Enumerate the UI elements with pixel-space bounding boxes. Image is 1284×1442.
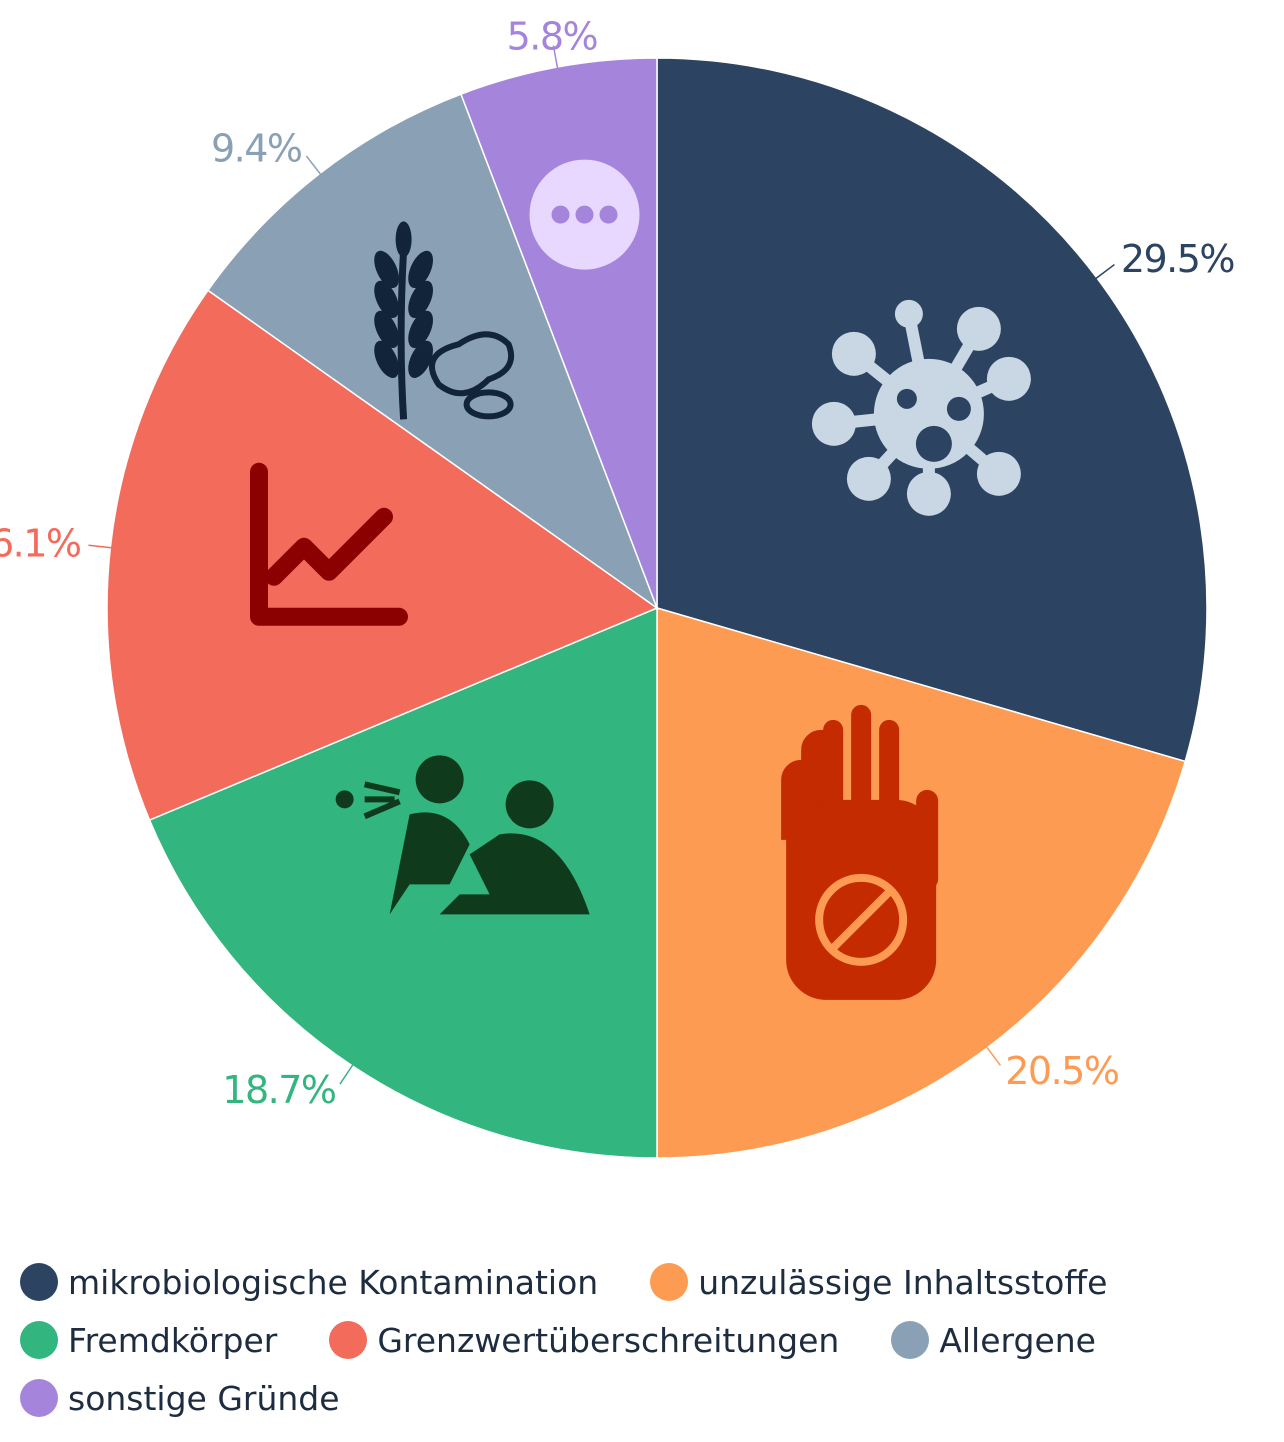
legend-label: Grenzwertüberschreitungen xyxy=(377,1320,840,1360)
legend-swatch xyxy=(20,1263,58,1301)
leader-line xyxy=(339,1063,354,1085)
leader-line xyxy=(552,45,559,70)
choking-person-icon xyxy=(335,755,590,915)
legend-label: sonstige Gründe xyxy=(68,1378,340,1418)
data-label: 29.5% xyxy=(1121,237,1235,281)
data-label: 18.7% xyxy=(222,1068,336,1112)
leader-line xyxy=(985,1045,1002,1066)
legend-label: Allergene xyxy=(939,1320,1096,1360)
data-label: 5.8% xyxy=(507,15,598,59)
legend-swatch xyxy=(20,1321,58,1359)
legend-item: Fremdkörper xyxy=(20,1316,277,1364)
leader-line xyxy=(88,544,113,549)
data-label: 16.1% xyxy=(0,521,81,565)
legend-item: sonstige Gründe xyxy=(20,1374,340,1422)
leader-line xyxy=(305,155,322,176)
legend-label: mikrobiologische Kontamination xyxy=(68,1262,599,1302)
virus-icon xyxy=(811,299,1031,516)
data-label: 20.5% xyxy=(1005,1049,1119,1093)
legend-item: Allergene xyxy=(891,1316,1096,1364)
legend-swatch xyxy=(650,1263,689,1301)
stop-hand-icon xyxy=(781,704,939,1000)
legend-label: unzulässige Inhaltsstoffe xyxy=(698,1262,1108,1302)
pie-chart: 29.5% 20.5% 18.7% 16.1% 9.4% 5.8% xyxy=(0,15,1236,1159)
legend-swatch xyxy=(329,1321,368,1359)
more-icon xyxy=(529,159,640,270)
leader-line xyxy=(1094,263,1115,280)
legend-label: Fremdkörper xyxy=(68,1320,278,1360)
legend-swatch xyxy=(891,1321,930,1359)
legend-item: Grenzwertüberschreitungen xyxy=(329,1316,839,1364)
legend-swatch xyxy=(20,1379,58,1417)
wheat-peanut-icon xyxy=(374,221,515,420)
data-label: 9.4% xyxy=(211,127,302,171)
legend-item: unzulässige Inhaltsstoffe xyxy=(650,1258,1107,1306)
legend: mikrobiologische Kontamination unzulässig… xyxy=(20,1258,1280,1422)
legend-item: mikrobiologische Kontamination xyxy=(20,1258,598,1306)
line-chart-icon xyxy=(249,462,408,626)
